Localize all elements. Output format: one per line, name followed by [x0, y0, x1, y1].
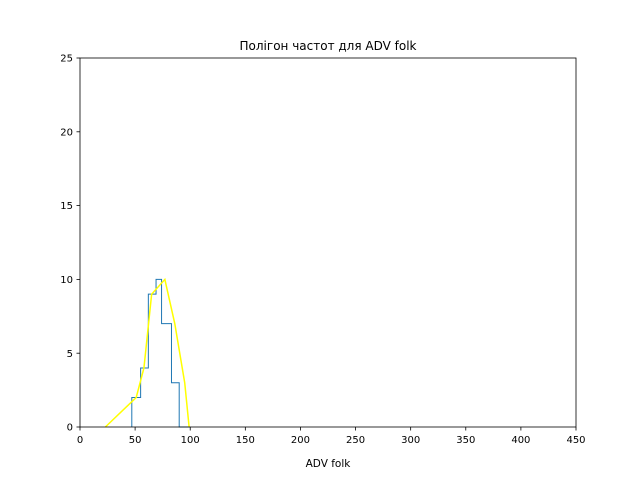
- histogram-step-line: [131, 278, 191, 428]
- frequency-polygon-line: [104, 277, 190, 428]
- axes: 0 50 100 150 200 250 300 350 400 450 0 5 10 15 20 25: [60, 54, 585, 446]
- y-tick-label: 10: [60, 275, 73, 286]
- x-tick-label: 300: [401, 435, 420, 446]
- x-tick-label: 150: [236, 435, 255, 446]
- x-tick-label: 250: [346, 435, 365, 446]
- y-tick-label: 0: [67, 423, 73, 434]
- x-tick-label: 450: [566, 435, 585, 446]
- x-tick-label: 0: [77, 435, 83, 446]
- y-tick-label: 5: [67, 349, 73, 360]
- chart-title: Полігон частот для ADV folk: [240, 39, 417, 53]
- x-axis-title: ADV folk: [306, 458, 352, 470]
- plot-area: [104, 277, 191, 428]
- x-tick-label: 100: [181, 435, 200, 446]
- plot-frame: [79, 57, 577, 428]
- y-tick-label: 25: [60, 54, 73, 65]
- x-tick-label: 400: [511, 435, 530, 446]
- y-tick-label: 20: [60, 127, 73, 138]
- x-tick-label: 200: [291, 435, 310, 446]
- y-tick-label: 15: [60, 201, 73, 212]
- x-tick-label: 50: [129, 435, 142, 446]
- x-tick-label: 350: [456, 435, 475, 446]
